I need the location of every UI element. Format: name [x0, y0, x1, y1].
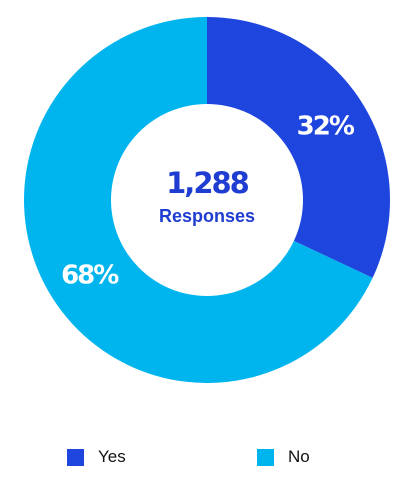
slice-label-no: 68% — [61, 261, 119, 291]
legend-item-no: No — [257, 447, 310, 467]
donut-hole — [111, 104, 303, 296]
slice-label-yes: 32% — [297, 111, 355, 141]
legend: Yes No — [0, 447, 396, 471]
legend-label-no: No — [288, 447, 310, 466]
legend-label-yes: Yes — [98, 447, 126, 466]
legend-swatch-yes — [67, 448, 84, 466]
center-total: 1,288 — [166, 166, 249, 200]
legend-swatch-no — [257, 448, 274, 466]
slice-labels-group: 32% 68% — [61, 111, 357, 291]
center-label: Responses — [159, 206, 255, 226]
legend-item-yes: Yes — [67, 447, 126, 467]
